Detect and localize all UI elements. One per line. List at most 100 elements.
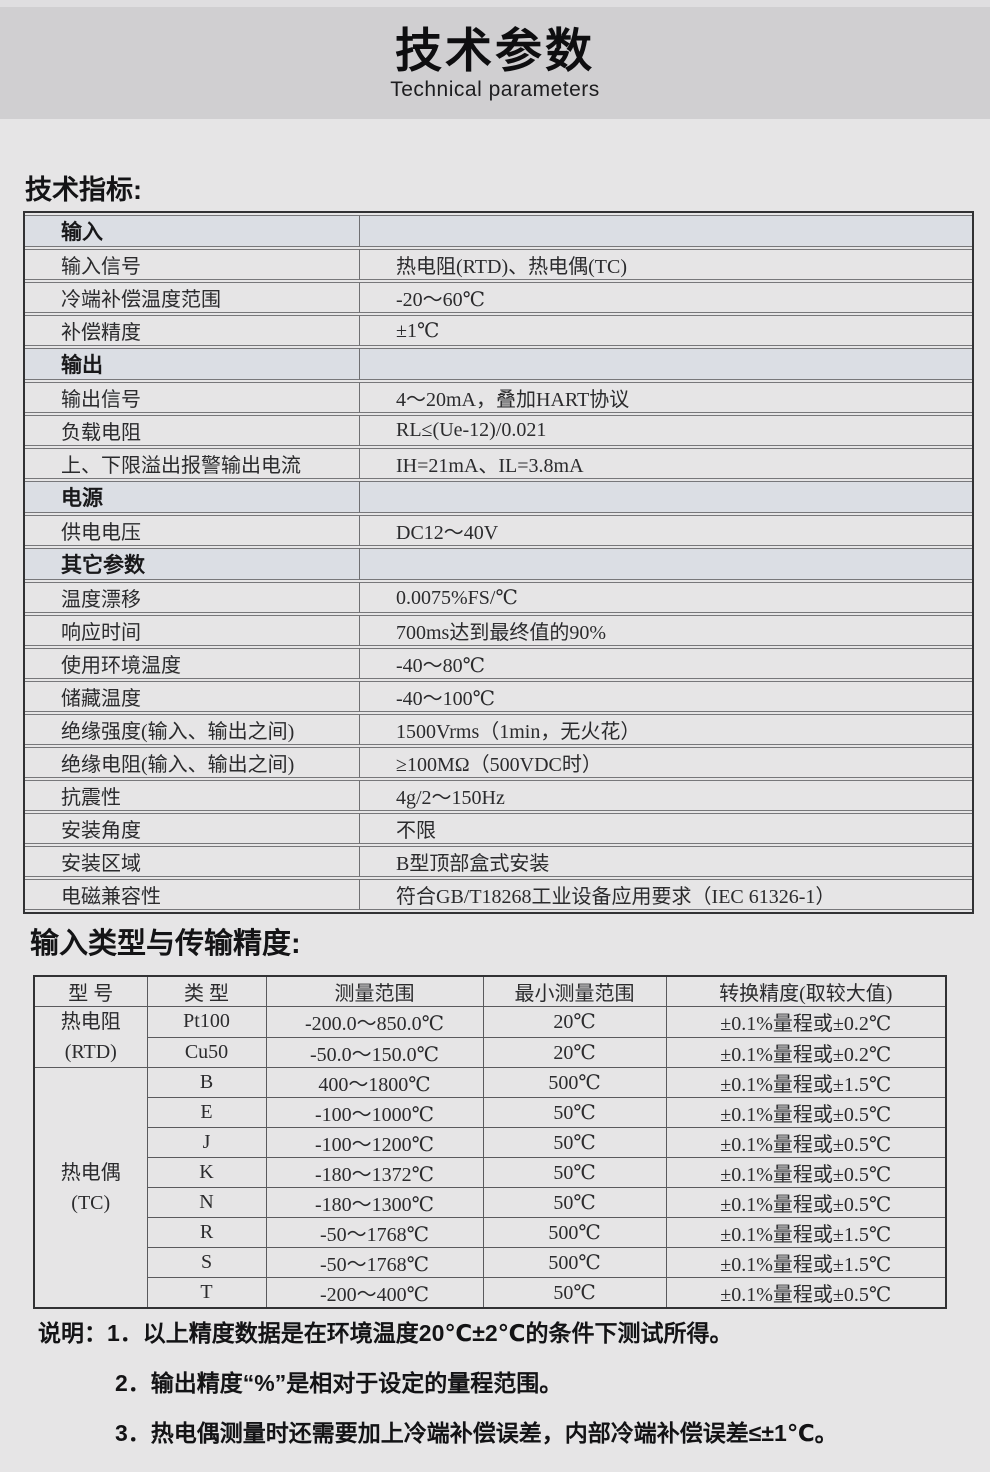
section-label: 输入 [25,215,360,247]
row-value: 0.0075%FS/℃ [360,582,972,613]
cell-range: 400～1800℃ [265,1067,484,1098]
table-row: 热电阻 (RTD) Pt100 -200.0～850.0℃ 20℃ ±0.1%量… [33,1006,947,1068]
cell-type: S [146,1247,267,1278]
model-cell-tc: 热电偶 (TC) [33,1067,148,1309]
table-row: S -50～1768℃ 500℃ ±0.1%量程或±1.5℃ [34,1247,947,1278]
row-value: RL≤(Ue-12)/0.021 [360,415,972,446]
cell-min-range: 500℃ [482,1247,667,1278]
row-value: -40～100℃ [360,681,972,712]
table-header-row: 型 号 类 型 测量范围 最小测量范围 转换精度(取较大值) [33,975,947,1007]
col-header-type: 类 型 [146,975,267,1007]
cell-accuracy: ±0.1%量程或±0.5℃ [665,1127,947,1158]
tech-specs-heading: 技术指标: [25,175,142,205]
row-label: 电磁兼容性 [25,879,360,910]
page-banner: 技术参数 Technical parameters [0,7,990,119]
table-row: 电磁兼容性 符合GB/T18268工业设备应用要求（IEC 61326-1） [25,879,972,910]
table-row: 储藏温度 -40～100℃ [25,681,972,712]
table-row-section: 电源 [25,481,972,513]
cell-min-range: 20℃ [482,1036,667,1068]
cell-accuracy: ±0.1%量程或±0.2℃ [665,1036,947,1068]
cell-min-range: 500℃ [482,1217,667,1248]
table-row: 抗震性 4g/2～150Hz [25,780,972,811]
row-value: -40～80℃ [360,648,972,679]
cell-range: -200～400℃ [265,1277,484,1309]
row-label: 输出信号 [25,382,360,413]
cell-range: -50.0～150.0℃ [265,1036,484,1068]
cell-min-range: 20℃ [482,1006,667,1038]
col-header-model: 型 号 [33,975,148,1007]
page-title: 技术参数 [395,23,595,77]
cell-type: Cu50 [146,1036,267,1068]
cell-type: J [146,1127,267,1158]
row-label: 绝缘强度(输入、输出之间) [25,714,360,745]
accuracy-table: 型 号 类 型 测量范围 最小测量范围 转换精度(取较大值) 热电阻 (RTD)… [33,975,947,1309]
cell-min-range: 500℃ [482,1067,667,1098]
section-label: 输出 [25,348,360,380]
cell-type: T [146,1277,267,1309]
note-text: 3．热电偶测量时还需要加上冷端补偿误差，内部冷端补偿误差≤±1℃。 [115,1420,838,1446]
cell-range: -100～1000℃ [265,1097,484,1128]
col-header-range: 测量范围 [265,975,484,1007]
note-text: 2．输出精度“%”是相对于设定的量程范围。 [115,1370,563,1396]
table-row: 温度漂移 0.0075%FS/℃ [25,582,972,613]
note-line: 3．热电偶测量时还需要加上冷端补偿误差，内部冷端补偿误差≤±1℃。 [38,1418,968,1449]
table-row: Cu50 -50.0～150.0℃ 20℃ ±0.1%量程或±0.2℃ [34,1036,947,1068]
cell-range: -180～1300℃ [265,1187,484,1218]
cell-type: K [146,1157,267,1188]
row-value: 4～20mA，叠加HART协议 [360,382,972,413]
section-label: 电源 [25,481,360,513]
cell-type: N [146,1187,267,1218]
row-value: 符合GB/T18268工业设备应用要求（IEC 61326-1） [360,879,972,910]
cell-min-range: 50℃ [482,1157,667,1188]
table-row-section: 其它参数 [25,548,972,580]
table-row: 输出信号 4～20mA，叠加HART协议 [25,382,972,413]
table-row: 绝缘电阻(输入、输出之间) ≥100MΩ（500VDC时） [25,747,972,778]
cell-range: -200.0～850.0℃ [265,1006,484,1038]
cell-range: -180～1372℃ [265,1157,484,1188]
cell-min-range: 50℃ [482,1187,667,1218]
cell-accuracy: ±0.1%量程或±0.2℃ [665,1006,947,1038]
table-row: 补偿精度 ±1℃ [25,315,972,346]
table-row: 使用环境温度 -40～80℃ [25,648,972,679]
cell-range: -50～1768℃ [265,1247,484,1278]
table-row: 输入信号 热电阻(RTD)、热电偶(TC) [25,249,972,280]
model-name: 热电偶 [60,1161,121,1184]
row-label: 冷端补偿温度范围 [25,282,360,313]
row-label: 使用环境温度 [25,648,360,679]
row-label: 储藏温度 [25,681,360,712]
cell-range: -50～1768℃ [265,1217,484,1248]
table-row: 绝缘强度(输入、输出之间) 1500Vrms（1min，无火花） [25,714,972,745]
table-row: 安装角度 不限 [25,813,972,844]
notes-section: 说明： 1．以上精度数据是在环境温度20℃±2℃的条件下测试所得。 2．输出精度… [38,1318,968,1468]
section-spacer-cell [360,348,972,380]
row-value: B型顶部盒式安装 [360,846,972,877]
table-row: 供电电压 DC12～40V [25,515,972,546]
row-label: 供电电压 [25,515,360,546]
note-text: 1．以上精度数据是在环境温度20℃±2℃的条件下测试所得。 [107,1320,733,1346]
table-row: 负载电阻 RL≤(Ue-12)/0.021 [25,415,972,446]
row-label: 安装区域 [25,846,360,877]
row-label: 抗震性 [25,780,360,811]
table-row: 上、下限溢出报警输出电流 IH=21mA、IL=3.8mA [25,448,972,479]
row-value: 热电阻(RTD)、热电偶(TC) [360,249,972,280]
row-label: 温度漂移 [25,582,360,613]
model-abbr: (TC) [71,1191,111,1214]
table-row: 热电偶 (TC) B 400～1800℃ 500℃ ±0.1%量程或±1.5℃ [33,1067,947,1309]
model-name: 热电阻 [60,1011,121,1033]
section-label: 其它参数 [25,548,360,580]
col-header-min-range: 最小测量范围 [482,975,667,1007]
row-value: 1500Vrms（1min，无火花） [360,714,972,745]
table-row: 安装区域 B型顶部盒式安装 [25,846,972,877]
cell-min-range: 50℃ [482,1127,667,1158]
table-row: J -100～1200℃ 50℃ ±0.1%量程或±0.5℃ [34,1127,947,1158]
tech-specs-table: 输入 输入信号 热电阻(RTD)、热电偶(TC) 冷端补偿温度范围 -20～60℃ … [23,211,974,914]
table-row-section: 输出 [25,348,972,380]
row-value: ≥100MΩ（500VDC时） [360,747,972,778]
cell-type: Pt100 [146,1006,267,1038]
row-label: 上、下限溢出报警输出电流 [25,448,360,479]
table-row: 冷端补偿温度范围 -20～60℃ [25,282,972,313]
note-line: 2．输出精度“%”是相对于设定的量程范围。 [38,1368,968,1399]
cell-accuracy: ±0.1%量程或±1.5℃ [665,1217,947,1248]
row-label: 安装角度 [25,813,360,844]
row-label: 输入信号 [25,249,360,280]
